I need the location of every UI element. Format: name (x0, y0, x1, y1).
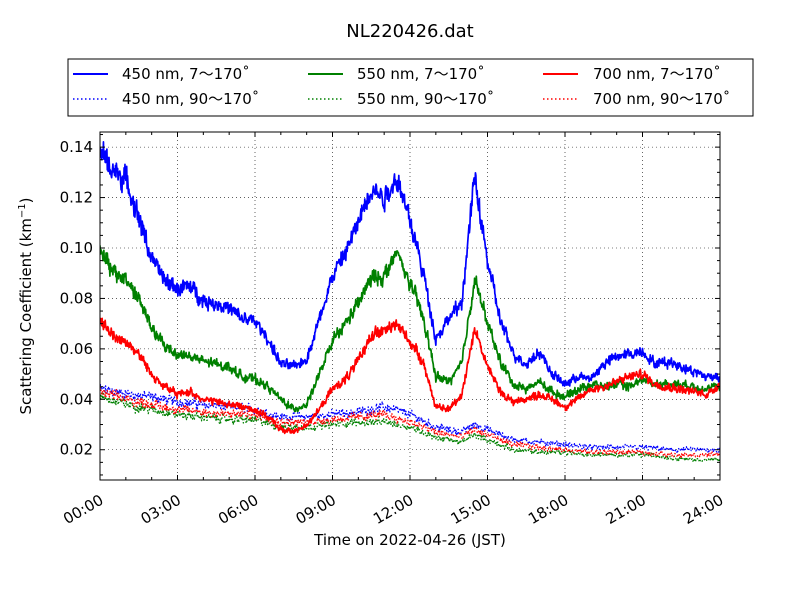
legend-frame (67, 58, 754, 117)
y-axis-label: Scattering Coefficient (km−1) (17, 197, 35, 414)
series-layer (100, 141, 720, 463)
series-line (100, 391, 720, 463)
y-tick-label: 0.12 (60, 189, 93, 207)
legend-label-450-dotted: 450 nm, 90～170˚ (122, 90, 259, 108)
y-axis-label-close: ) (17, 197, 35, 203)
legend-label-700-solid: 700 nm, 7～170˚ (593, 65, 721, 83)
series-line (100, 384, 720, 453)
y-tick-label: 0.06 (60, 340, 93, 358)
y-tick-label: 0.02 (60, 441, 93, 459)
chart-title: NL220426.dat (346, 21, 473, 42)
grid (100, 132, 720, 480)
series-line (100, 317, 720, 435)
series-line (100, 245, 720, 413)
y-tick-label: 0.08 (60, 289, 93, 307)
y-tick-label: 0.14 (60, 138, 93, 156)
legend-label-550-dotted: 550 nm, 90～170˚ (357, 90, 494, 108)
x-axis-label: Time on 2022-04-26 (JST) (313, 531, 506, 549)
y-tick-label: 0.10 (60, 239, 93, 257)
legend-label-700-dotted: 700 nm, 90～170˚ (593, 90, 730, 108)
series-line (100, 141, 720, 387)
y-axis-label-exponent: −1 (17, 203, 28, 218)
y-tick-label: 0.04 (60, 390, 93, 408)
legend-label-550-solid: 550 nm, 7～170˚ (357, 65, 485, 83)
series-line (100, 386, 720, 458)
y-axis-label-main: Scattering Coefficient (km (17, 218, 35, 414)
legend-label-450-solid: 450 nm, 7～170˚ (122, 65, 250, 83)
legend: 450 nm, 7～170˚ 450 nm, 90～170˚ 550 nm, 7… (67, 58, 754, 117)
